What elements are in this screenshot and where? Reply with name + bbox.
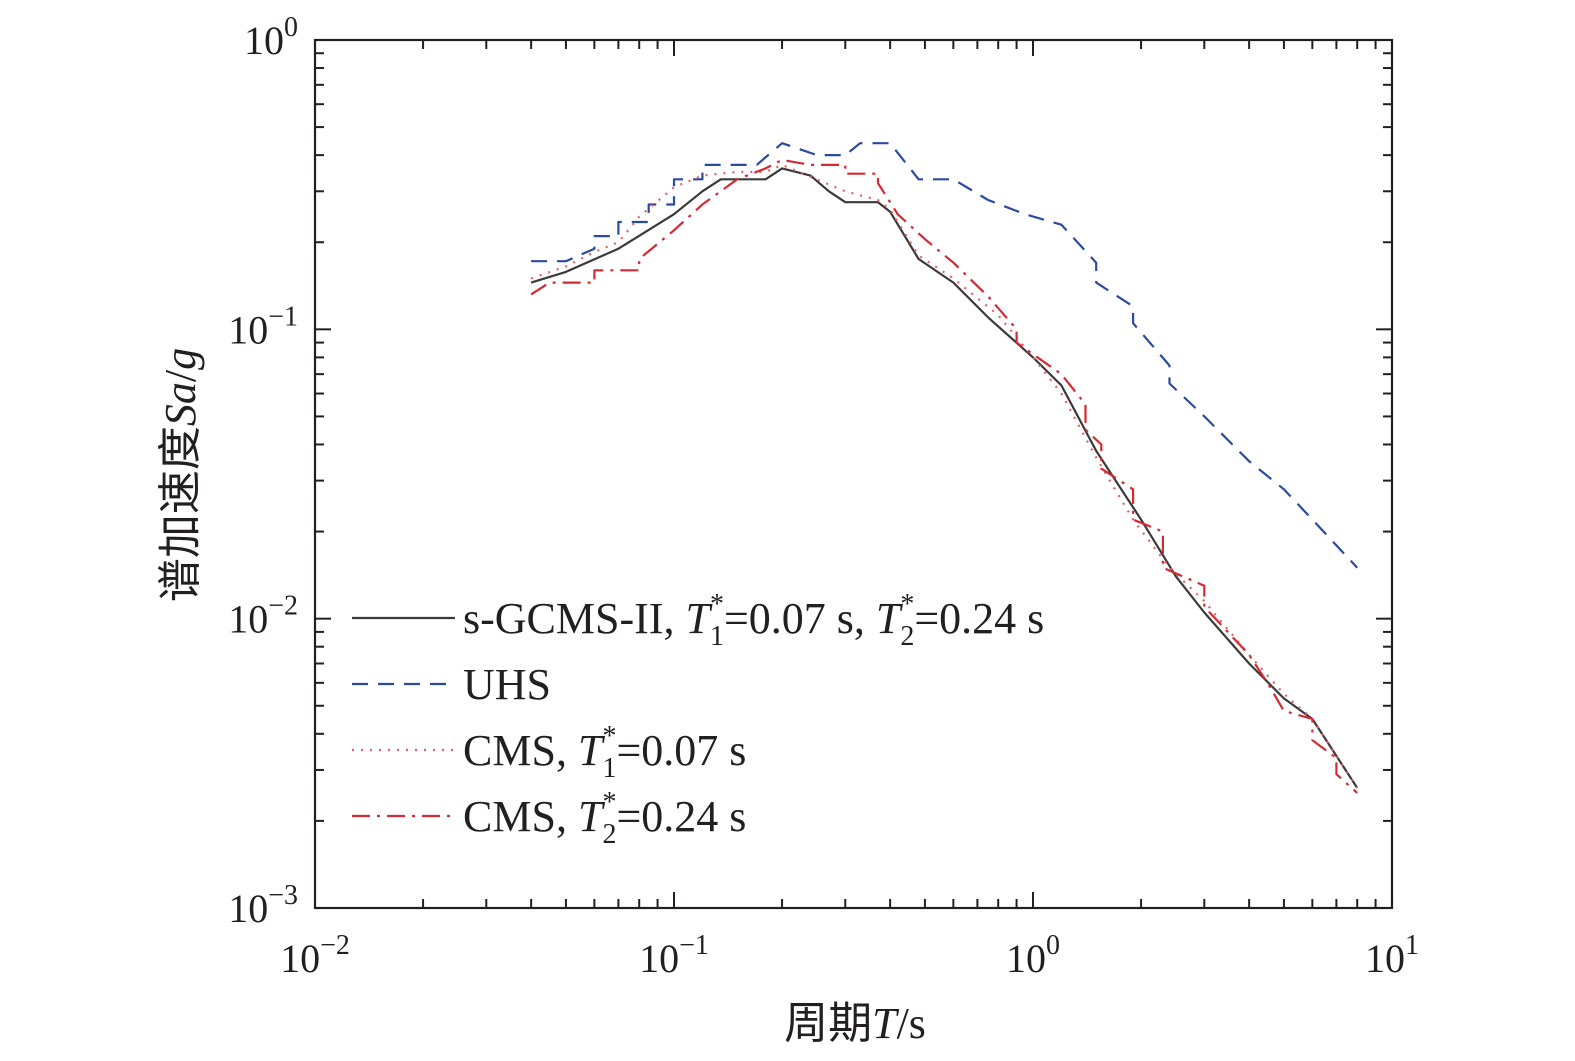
x-tick-label: 101 <box>1365 930 1419 981</box>
y-tick-label: 10−3 <box>228 880 298 931</box>
y-tick-label: 10−2 <box>228 591 298 642</box>
series-0 <box>530 167 1359 789</box>
series-2 <box>530 163 1359 789</box>
y-tick-label: 100 <box>244 12 298 63</box>
series-line <box>530 163 1359 789</box>
series-line <box>531 142 1359 569</box>
x-tick-label: 100 <box>1006 930 1060 981</box>
legend-label: UHS <box>463 660 551 709</box>
ticks-layer <box>314 40 1392 909</box>
series-line <box>530 167 1359 789</box>
legend-label: s-GCMS-II, T1*=0.07 s, T2*=0.24 s <box>463 589 1044 652</box>
x-tick-label: 10−1 <box>639 930 709 981</box>
series-3 <box>530 158 1358 794</box>
legend-label: CMS, T2*=0.24 s <box>463 787 746 850</box>
series-line <box>530 158 1358 794</box>
legend-label: CMS, T1*=0.07 s <box>463 721 746 784</box>
y-tick-label: 10−1 <box>228 301 298 352</box>
plot-border <box>313 38 1394 910</box>
x-tick-label: 10−2 <box>280 930 350 981</box>
plot-frame <box>313 38 1394 910</box>
x-axis-title: 周期T/s <box>784 999 926 1048</box>
legend: s-GCMS-II, T1*=0.07 s, T2*=0.24 s UHS CMS,… <box>352 589 1044 850</box>
series-layer <box>530 142 1359 794</box>
series-1 <box>531 142 1359 569</box>
y-axis-title: 谱加速度Sa/g <box>156 348 205 602</box>
